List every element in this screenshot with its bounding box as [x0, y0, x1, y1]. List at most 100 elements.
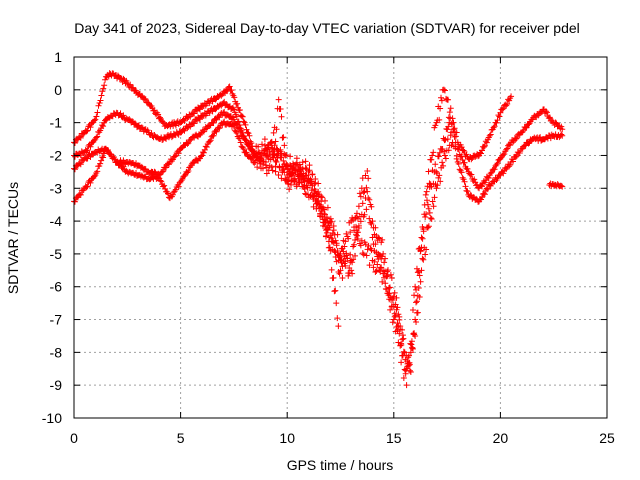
data-point: [319, 194, 326, 201]
data-point: [432, 122, 439, 129]
data-point: [497, 109, 504, 116]
data-point: [340, 257, 347, 264]
data-point: [285, 180, 292, 187]
data-point: [399, 326, 406, 333]
data-point: [196, 106, 203, 113]
data-point: [223, 101, 230, 108]
data-point: [379, 236, 386, 243]
data-point: [412, 316, 419, 323]
data-point: [184, 140, 191, 147]
data-point: [279, 169, 286, 176]
data-point: [434, 182, 441, 189]
data-point: [184, 124, 191, 131]
data-point: [496, 113, 503, 120]
data-point: [345, 270, 352, 277]
data-point: [429, 198, 436, 205]
data-point: [321, 211, 328, 218]
y-tick-label: -4: [50, 213, 63, 229]
data-point: [213, 128, 220, 135]
data-point: [447, 115, 454, 122]
x-tick-label: 5: [177, 430, 185, 446]
data-point: [297, 164, 304, 171]
data-point: [460, 176, 467, 183]
data-point: [478, 150, 485, 157]
data-point: [414, 269, 421, 276]
data-point: [269, 167, 276, 174]
data-point: [84, 147, 91, 154]
data-point: [344, 255, 351, 262]
data-point: [328, 235, 335, 242]
data-point: [255, 143, 262, 150]
data-point: [289, 167, 296, 174]
data-point: [323, 229, 330, 236]
data-point: [483, 185, 490, 192]
data-point: [311, 180, 318, 187]
data-point: [452, 145, 459, 152]
data-point: [156, 114, 163, 121]
data-point: [291, 177, 298, 184]
data-point: [352, 252, 359, 259]
data-point: [508, 93, 515, 100]
data-point: [100, 154, 107, 161]
data-point: [445, 147, 452, 154]
data-point: [463, 151, 470, 158]
data-point: [259, 141, 266, 148]
data-point: [360, 189, 367, 196]
data-point: [181, 172, 188, 179]
data-point: [226, 83, 233, 90]
data-point: [315, 188, 322, 195]
data-point: [216, 125, 223, 132]
data-point: [333, 300, 340, 307]
data-point: [230, 116, 237, 123]
data-point: [376, 235, 383, 242]
data-point: [357, 218, 364, 225]
data-point: [87, 179, 94, 186]
data-point: [359, 200, 366, 207]
data-point: [151, 107, 158, 114]
data-point: [281, 161, 288, 168]
data-point: [328, 218, 335, 225]
data-point: [507, 142, 514, 149]
data-point: [94, 168, 101, 175]
data-point: [506, 163, 513, 170]
data-point: [475, 153, 482, 160]
data-point: [277, 105, 284, 112]
series-track-3: [71, 106, 566, 389]
data-point: [286, 186, 293, 193]
data-point: [441, 148, 448, 155]
data-point: [409, 306, 416, 313]
data-point: [385, 284, 392, 291]
data-point: [373, 267, 380, 274]
data-point: [83, 128, 90, 135]
data-point: [335, 323, 342, 330]
x-tick-label: 10: [279, 430, 295, 446]
data-point: [450, 126, 457, 133]
data-point: [84, 183, 91, 190]
data-point: [210, 132, 217, 139]
data-point: [432, 161, 439, 168]
data-point: [246, 132, 253, 139]
data-point: [240, 133, 247, 140]
data-point: [381, 259, 388, 266]
data-point: [249, 155, 256, 162]
data-point: [372, 224, 379, 231]
data-point: [281, 151, 288, 158]
data-point: [542, 108, 549, 115]
data-point: [278, 154, 285, 161]
data-point: [546, 114, 553, 121]
data-point: [399, 352, 406, 359]
data-point: [134, 122, 141, 129]
data-point: [431, 194, 438, 201]
data-point: [280, 134, 287, 141]
data-point: [468, 156, 475, 163]
data-point: [71, 139, 78, 146]
data-point: [354, 215, 361, 222]
data-point: [169, 191, 176, 198]
data-point: [371, 258, 378, 265]
data-point: [95, 102, 102, 109]
data-point: [311, 192, 318, 199]
data-point: [423, 211, 430, 218]
data-point: [87, 153, 94, 160]
data-point: [200, 149, 207, 156]
